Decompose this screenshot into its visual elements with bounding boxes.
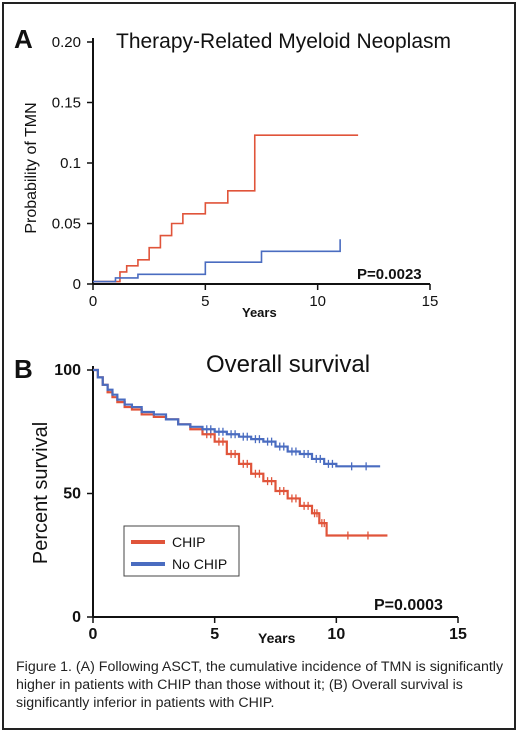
legend-label-no-chip: No CHIP: [172, 556, 227, 572]
panel-b-axes: [92, 366, 458, 618]
panel-a-y-tick-label: 0: [73, 276, 81, 293]
panel-a-x-tick-label: 0: [89, 293, 97, 310]
panel-a-x-tick-label: 10: [309, 293, 326, 310]
panel-a-y-tick-label: 0.05: [52, 216, 81, 233]
legend: CHIP No CHIP: [123, 525, 240, 577]
panel-a-y-tick-label: 0.15: [52, 95, 81, 112]
panel-b-series: [93, 368, 388, 540]
panel-a-label: A: [14, 24, 33, 54]
panel-a-title: Therapy-Related Myeloid Neoplasm: [116, 30, 451, 53]
panel-b-x-tick-label: 5: [210, 626, 219, 643]
panel-a-x-tick-label: 5: [201, 293, 209, 310]
panel-a-axes: [92, 38, 430, 285]
panel-a-series: [93, 134, 359, 283]
panel-b: B Overall survival Percent survival Year…: [14, 351, 467, 646]
panel-b-x-tick-label: 15: [449, 626, 467, 643]
panel-a-y-tick-label: 0.1: [60, 155, 81, 172]
panel-b-y-tick-label: 0: [72, 609, 81, 626]
panel-b-ticks: 0 5 10 15 0 50 100: [54, 362, 467, 643]
panel-b-ylabel: Percent survival: [30, 422, 52, 564]
panel-a-ticks: 0 5 10 15 0 0.05 0.1 0.15 0.20: [52, 34, 439, 310]
panel-b-x-tick-label: 0: [89, 626, 98, 643]
legend-label-chip: CHIP: [172, 534, 205, 550]
panel-a: A Therapy-Related Myeloid Neoplasm Proba…: [14, 24, 451, 320]
panel-b-xlabel: Years: [258, 630, 296, 646]
panel-b-title: Overall survival: [206, 351, 370, 378]
panel-a-series-chip: [93, 134, 359, 283]
panel-b-pvalue: P=0.0003: [374, 597, 443, 614]
panel-a-series-no-chip: [93, 239, 341, 283]
panel-b-y-tick-label: 50: [63, 486, 81, 503]
panel-b-y-tick-label: 100: [54, 362, 81, 379]
panel-a-x-tick-label: 15: [422, 293, 439, 310]
panel-a-y-tick-label: 0.20: [52, 34, 81, 51]
panel-a-ylabel: Probability of TMN: [23, 102, 40, 233]
panel-a-pvalue: P=0.0023: [357, 266, 422, 283]
panel-b-series-chip: [93, 368, 388, 537]
legend-box: [123, 525, 240, 577]
panel-b-label: B: [14, 354, 33, 384]
panel-b-series-no-chip: [93, 368, 381, 468]
panel-a-xlabel: Years: [242, 305, 277, 320]
figure-caption: Figure 1. (A) Following ASCT, the cumula…: [16, 659, 504, 711]
panel-b-x-tick-label: 10: [327, 626, 345, 643]
